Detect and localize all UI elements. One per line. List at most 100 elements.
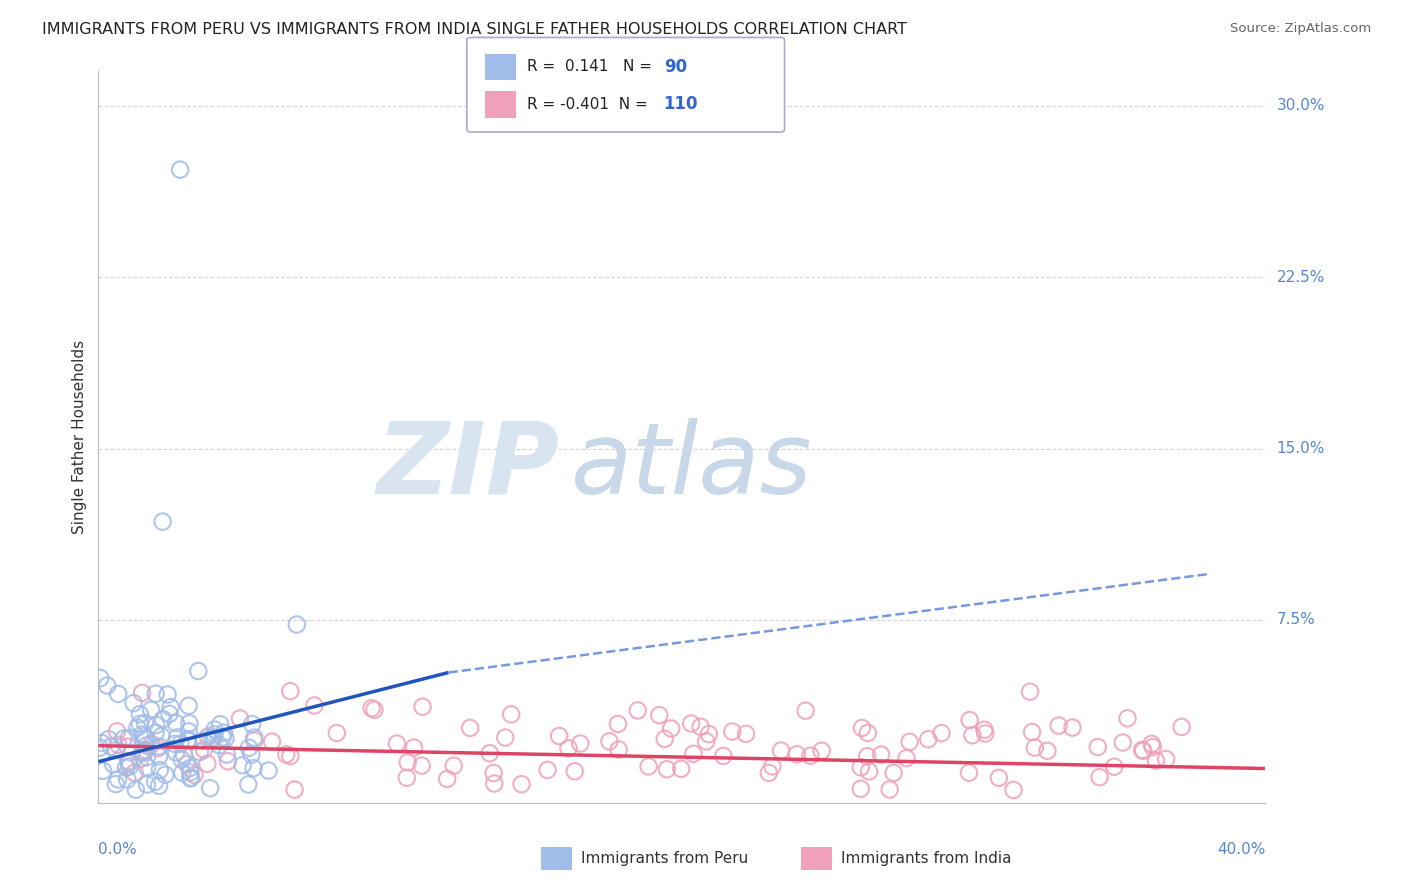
Point: [183, 768, 205, 782]
Point: [238, 740, 260, 755]
Point: [89, 740, 111, 755]
Point: [896, 751, 918, 765]
Point: [411, 758, 433, 772]
Point: [169, 737, 191, 751]
Point: [304, 698, 326, 713]
Point: [494, 731, 516, 745]
Point: [177, 698, 200, 713]
Point: [557, 741, 579, 756]
Point: [654, 731, 676, 746]
Point: [118, 756, 141, 771]
Text: ZIP: ZIP: [377, 417, 560, 515]
Point: [105, 724, 128, 739]
Point: [436, 772, 458, 786]
Point: [204, 727, 226, 741]
Point: [134, 716, 156, 731]
Point: [607, 742, 630, 756]
Point: [176, 757, 198, 772]
Point: [118, 759, 141, 773]
Point: [1142, 740, 1164, 755]
Point: [179, 765, 201, 780]
Point: [243, 731, 266, 745]
Point: [100, 739, 122, 754]
Point: [214, 731, 236, 746]
Point: [1170, 720, 1192, 734]
Point: [280, 749, 302, 764]
Point: [117, 772, 139, 787]
Point: [1021, 725, 1043, 739]
Point: [145, 687, 167, 701]
Point: [1019, 684, 1042, 698]
Point: [510, 777, 533, 791]
Point: [118, 731, 141, 745]
Point: [89, 671, 111, 685]
Point: [870, 747, 893, 762]
Point: [1024, 740, 1046, 755]
Point: [856, 749, 879, 764]
Point: [177, 734, 200, 748]
Point: [155, 768, 177, 782]
Point: [173, 747, 195, 762]
Text: 30.0%: 30.0%: [1277, 98, 1324, 113]
Point: [1062, 721, 1084, 735]
Point: [172, 765, 194, 780]
Point: [973, 723, 995, 737]
Text: 15.0%: 15.0%: [1277, 441, 1324, 456]
Text: atlas: atlas: [571, 417, 813, 515]
Point: [564, 764, 586, 779]
Text: R =  0.141   N =: R = 0.141 N =: [527, 60, 657, 74]
Point: [150, 729, 173, 743]
Text: 7.5%: 7.5%: [1277, 613, 1315, 627]
Point: [1132, 744, 1154, 758]
Point: [198, 781, 221, 796]
Point: [1154, 752, 1177, 766]
Text: 110: 110: [664, 95, 699, 113]
Point: [883, 765, 905, 780]
Point: [402, 740, 425, 755]
Point: [682, 747, 704, 761]
Point: [166, 731, 188, 745]
Point: [1002, 783, 1025, 797]
Point: [127, 721, 149, 735]
Point: [238, 777, 260, 791]
Point: [132, 746, 155, 760]
Point: [689, 720, 711, 734]
Point: [97, 732, 120, 747]
Point: [232, 758, 254, 772]
Point: [165, 716, 187, 731]
Point: [131, 728, 153, 742]
Point: [148, 749, 170, 764]
Point: [849, 781, 872, 796]
Point: [931, 726, 953, 740]
Point: [209, 717, 232, 731]
Point: [879, 782, 901, 797]
Text: Immigrants from India: Immigrants from India: [841, 851, 1011, 865]
Point: [131, 686, 153, 700]
Point: [711, 748, 734, 763]
Point: [139, 703, 162, 717]
Point: [177, 724, 200, 739]
Point: [195, 756, 218, 771]
Point: [122, 696, 145, 710]
Point: [215, 747, 238, 762]
Point: [145, 718, 167, 732]
Point: [458, 721, 481, 735]
Point: [124, 765, 146, 780]
Point: [135, 739, 157, 753]
Point: [810, 744, 832, 758]
Point: [193, 733, 215, 747]
Point: [208, 739, 231, 753]
Point: [917, 732, 939, 747]
Point: [363, 703, 385, 717]
Point: [735, 727, 758, 741]
Point: [627, 703, 650, 717]
Point: [141, 737, 163, 751]
Point: [229, 711, 252, 725]
Point: [163, 737, 186, 751]
Point: [278, 684, 301, 698]
Point: [128, 717, 150, 731]
Point: [165, 745, 187, 759]
Point: [211, 731, 233, 745]
Point: [501, 707, 523, 722]
Point: [412, 699, 434, 714]
